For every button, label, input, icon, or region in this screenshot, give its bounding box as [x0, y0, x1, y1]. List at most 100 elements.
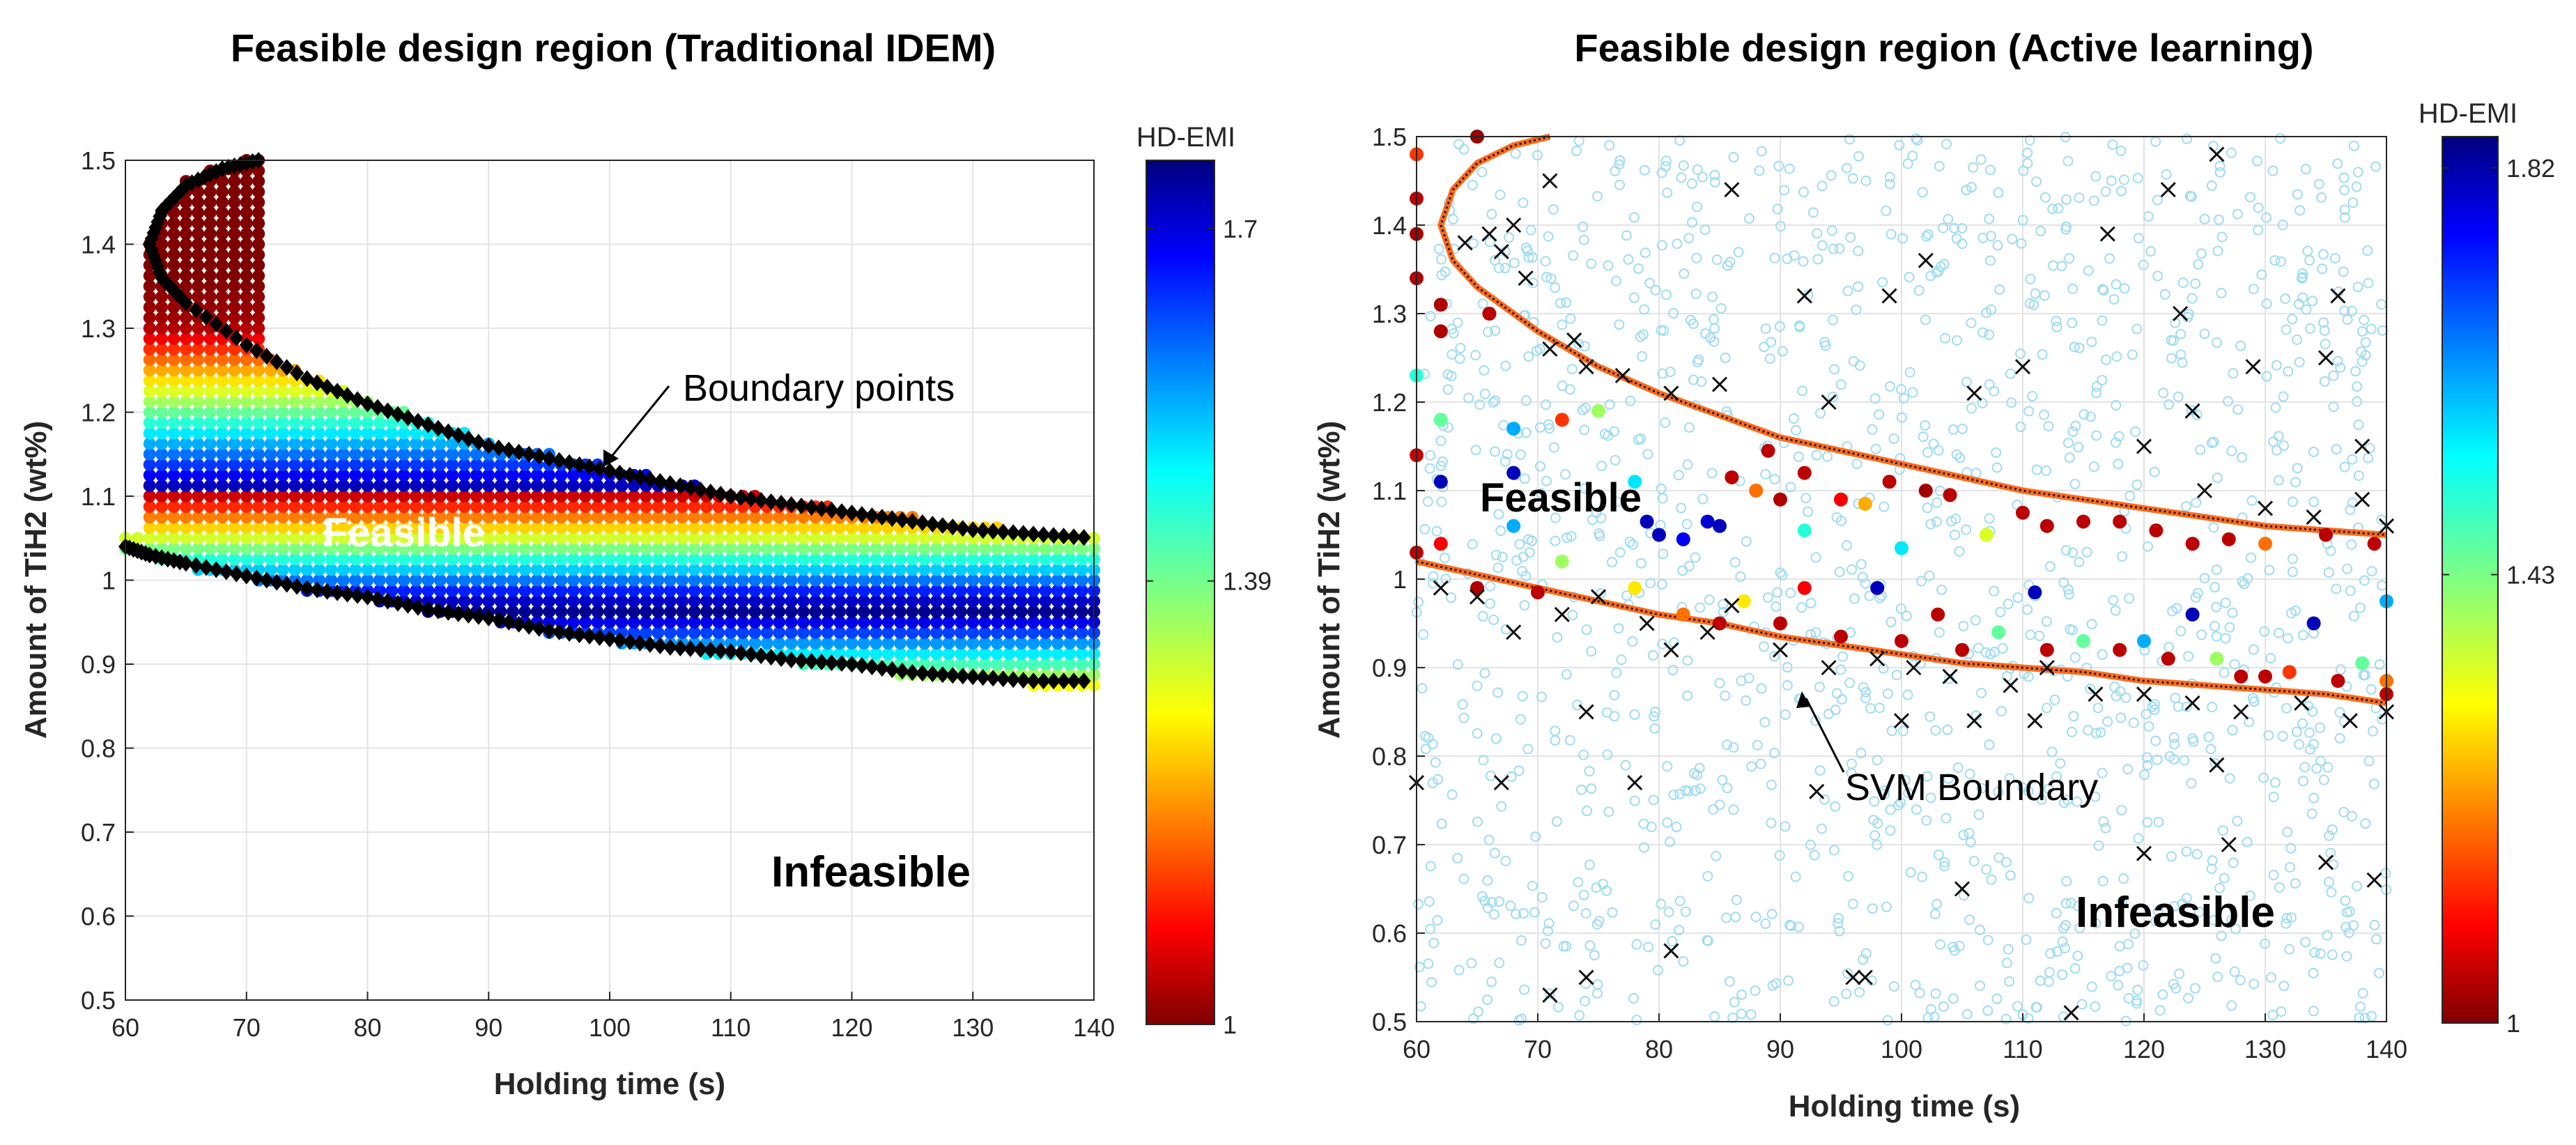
background-sample: [2062, 155, 2074, 167]
feasible-point: [397, 542, 410, 555]
feasible-point: [300, 479, 314, 492]
feasible-point: [1063, 605, 1077, 618]
feasible-point: [942, 574, 955, 587]
feasible-point: [458, 447, 471, 461]
feasible-point: [203, 196, 217, 209]
feasible-point: [385, 584, 399, 597]
feasible-point: [458, 479, 471, 492]
feasible-point: [663, 626, 677, 639]
boundary-point: [642, 636, 657, 653]
feasible-point: [833, 594, 847, 608]
cross-marker: [2063, 1005, 2079, 1021]
feasible-point: [870, 521, 883, 535]
background-sample: [2196, 248, 2207, 259]
background-sample: [1925, 792, 1936, 804]
background-sample: [1428, 571, 1439, 582]
background-sample: [1551, 816, 1562, 827]
feasible-point: [276, 416, 289, 429]
background-sample: [2199, 213, 2210, 224]
feasible-point: [228, 374, 241, 387]
boundary-point: [946, 667, 960, 684]
background-sample: [2018, 165, 2029, 176]
background-sample: [1817, 240, 1828, 251]
feasible-point: [736, 563, 750, 576]
background-sample: [2186, 293, 2198, 304]
background-sample: [2147, 701, 2158, 712]
boundary-point: [350, 587, 365, 604]
boundary-point: [562, 624, 577, 642]
feasible-point: [143, 511, 156, 524]
background-sample: [2131, 323, 2143, 335]
background-sample: [1970, 615, 1981, 626]
feasible-point: [252, 374, 265, 387]
background-sample: [1482, 902, 1493, 914]
background-sample: [1614, 547, 1626, 558]
background-sample: [1760, 323, 1771, 335]
background-sample: [1896, 412, 1907, 423]
feasible-point: [603, 594, 616, 608]
colorbar-tick-label: 1: [1223, 1010, 1237, 1039]
feasible-point: [543, 542, 556, 555]
cross-marker: [1639, 615, 1655, 631]
boundary-point: [572, 626, 587, 643]
sampled-point: [1725, 470, 1739, 484]
background-sample: [2116, 896, 2127, 907]
cross-marker: [2003, 677, 2019, 693]
feasible-point: [507, 574, 519, 587]
boundary-point: [663, 475, 677, 492]
background-sample: [2318, 774, 2329, 785]
feasible-point: [978, 553, 992, 566]
background-sample: [1958, 620, 1969, 631]
feasible-point: [906, 647, 919, 660]
boundary-point: [975, 522, 990, 539]
feasible-point: [1015, 658, 1028, 670]
cross-marker: [2136, 438, 2152, 454]
feasible-point: [748, 615, 762, 629]
cross-marker: [1469, 589, 1486, 605]
background-sample: [2317, 263, 2328, 275]
feasible-point: [192, 238, 205, 251]
feasible-point: [155, 521, 169, 535]
feasible-point: [906, 553, 919, 566]
boundary-point: [219, 563, 233, 581]
feasible-point: [337, 511, 350, 524]
feasible-point: [203, 406, 217, 419]
background-sample: [1596, 461, 1607, 472]
background-sample: [1907, 387, 1918, 398]
feasible-point: [203, 532, 217, 545]
feasible-point: [1075, 594, 1088, 608]
feasible-point: [507, 605, 519, 618]
background-sample: [1683, 560, 1695, 571]
feasible-point: [688, 542, 701, 555]
background-sample: [2085, 411, 2096, 422]
cross-marker: [1566, 332, 1582, 348]
feasible-point: [688, 511, 701, 524]
background-sample: [2327, 949, 2338, 960]
feasible-point: [446, 458, 459, 471]
feasible-point: [446, 479, 459, 492]
feasible-point: [143, 416, 156, 429]
feasible-point: [688, 584, 701, 597]
feasible-point: [736, 584, 750, 597]
sampled-point: [1640, 514, 1654, 529]
background-sample: [2083, 265, 2094, 276]
feasible-point: [192, 468, 205, 482]
background-sample: [1603, 806, 1614, 817]
background-sample: [2060, 545, 2072, 556]
feasible-point: [252, 385, 265, 398]
background-sample: [1798, 187, 1809, 198]
right-colorbar-label: HD-EMI: [2419, 98, 2517, 129]
background-sample: [1517, 691, 1528, 702]
feasible-point: [143, 437, 156, 450]
background-sample: [1639, 304, 1650, 315]
feasible-point: [446, 521, 459, 535]
background-sample: [1814, 765, 1826, 776]
background-sample: [1573, 339, 1584, 350]
boundary-point: [502, 613, 516, 631]
boundary-point: [290, 578, 304, 595]
left-boundary-points: [118, 152, 1091, 690]
background-sample: [2316, 192, 2327, 203]
feasible-point: [688, 574, 701, 587]
boundary-point: [491, 439, 506, 456]
feasible-point: [252, 427, 265, 440]
